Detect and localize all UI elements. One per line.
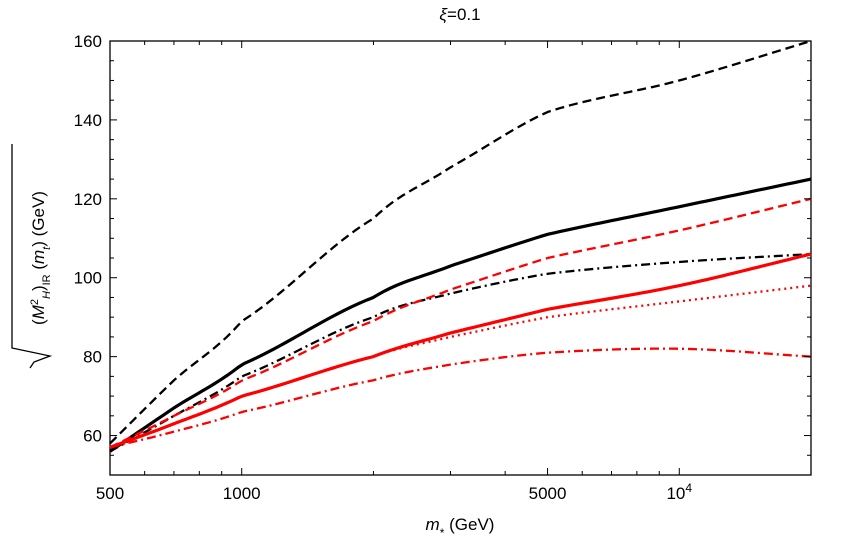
series-line-1 (109, 39, 812, 445)
x-axis-label: m* (GeV) (426, 515, 495, 540)
chart-title: ξ=0.1 (439, 5, 480, 24)
series-line-5 (109, 252, 812, 449)
x-tick-label: 1000 (223, 484, 261, 503)
x-tick-label: 104 (666, 481, 692, 503)
x-tick-label: 500 (96, 484, 124, 503)
series-line-4 (109, 197, 812, 449)
svg-text:(M2H)IR (mt) (GeV): (M2H)IR (mt) (GeV) (29, 191, 53, 325)
y-tick-label: 140 (74, 111, 102, 130)
y-tick-label: 120 (74, 190, 102, 209)
tick-layer: 60 80 100 120 140 160 500 1000 5000 104 (74, 32, 812, 503)
series-line-3 (109, 252, 812, 453)
y-tick-label: 160 (74, 32, 102, 51)
y-tick-label: 100 (74, 269, 102, 288)
y-tick-label: 80 (83, 348, 102, 367)
sqrt-sign (11, 144, 53, 369)
series-line-7 (109, 347, 812, 449)
series-layer (109, 39, 812, 453)
y-axis-label: (M2H)IR (mt) (GeV) (11, 144, 53, 369)
series-line-6 (109, 284, 812, 449)
series-line-2 (109, 177, 812, 453)
x-tick-label: 5000 (529, 484, 567, 503)
y-tick-label: 60 (83, 427, 102, 446)
plot-frame (109, 40, 812, 476)
